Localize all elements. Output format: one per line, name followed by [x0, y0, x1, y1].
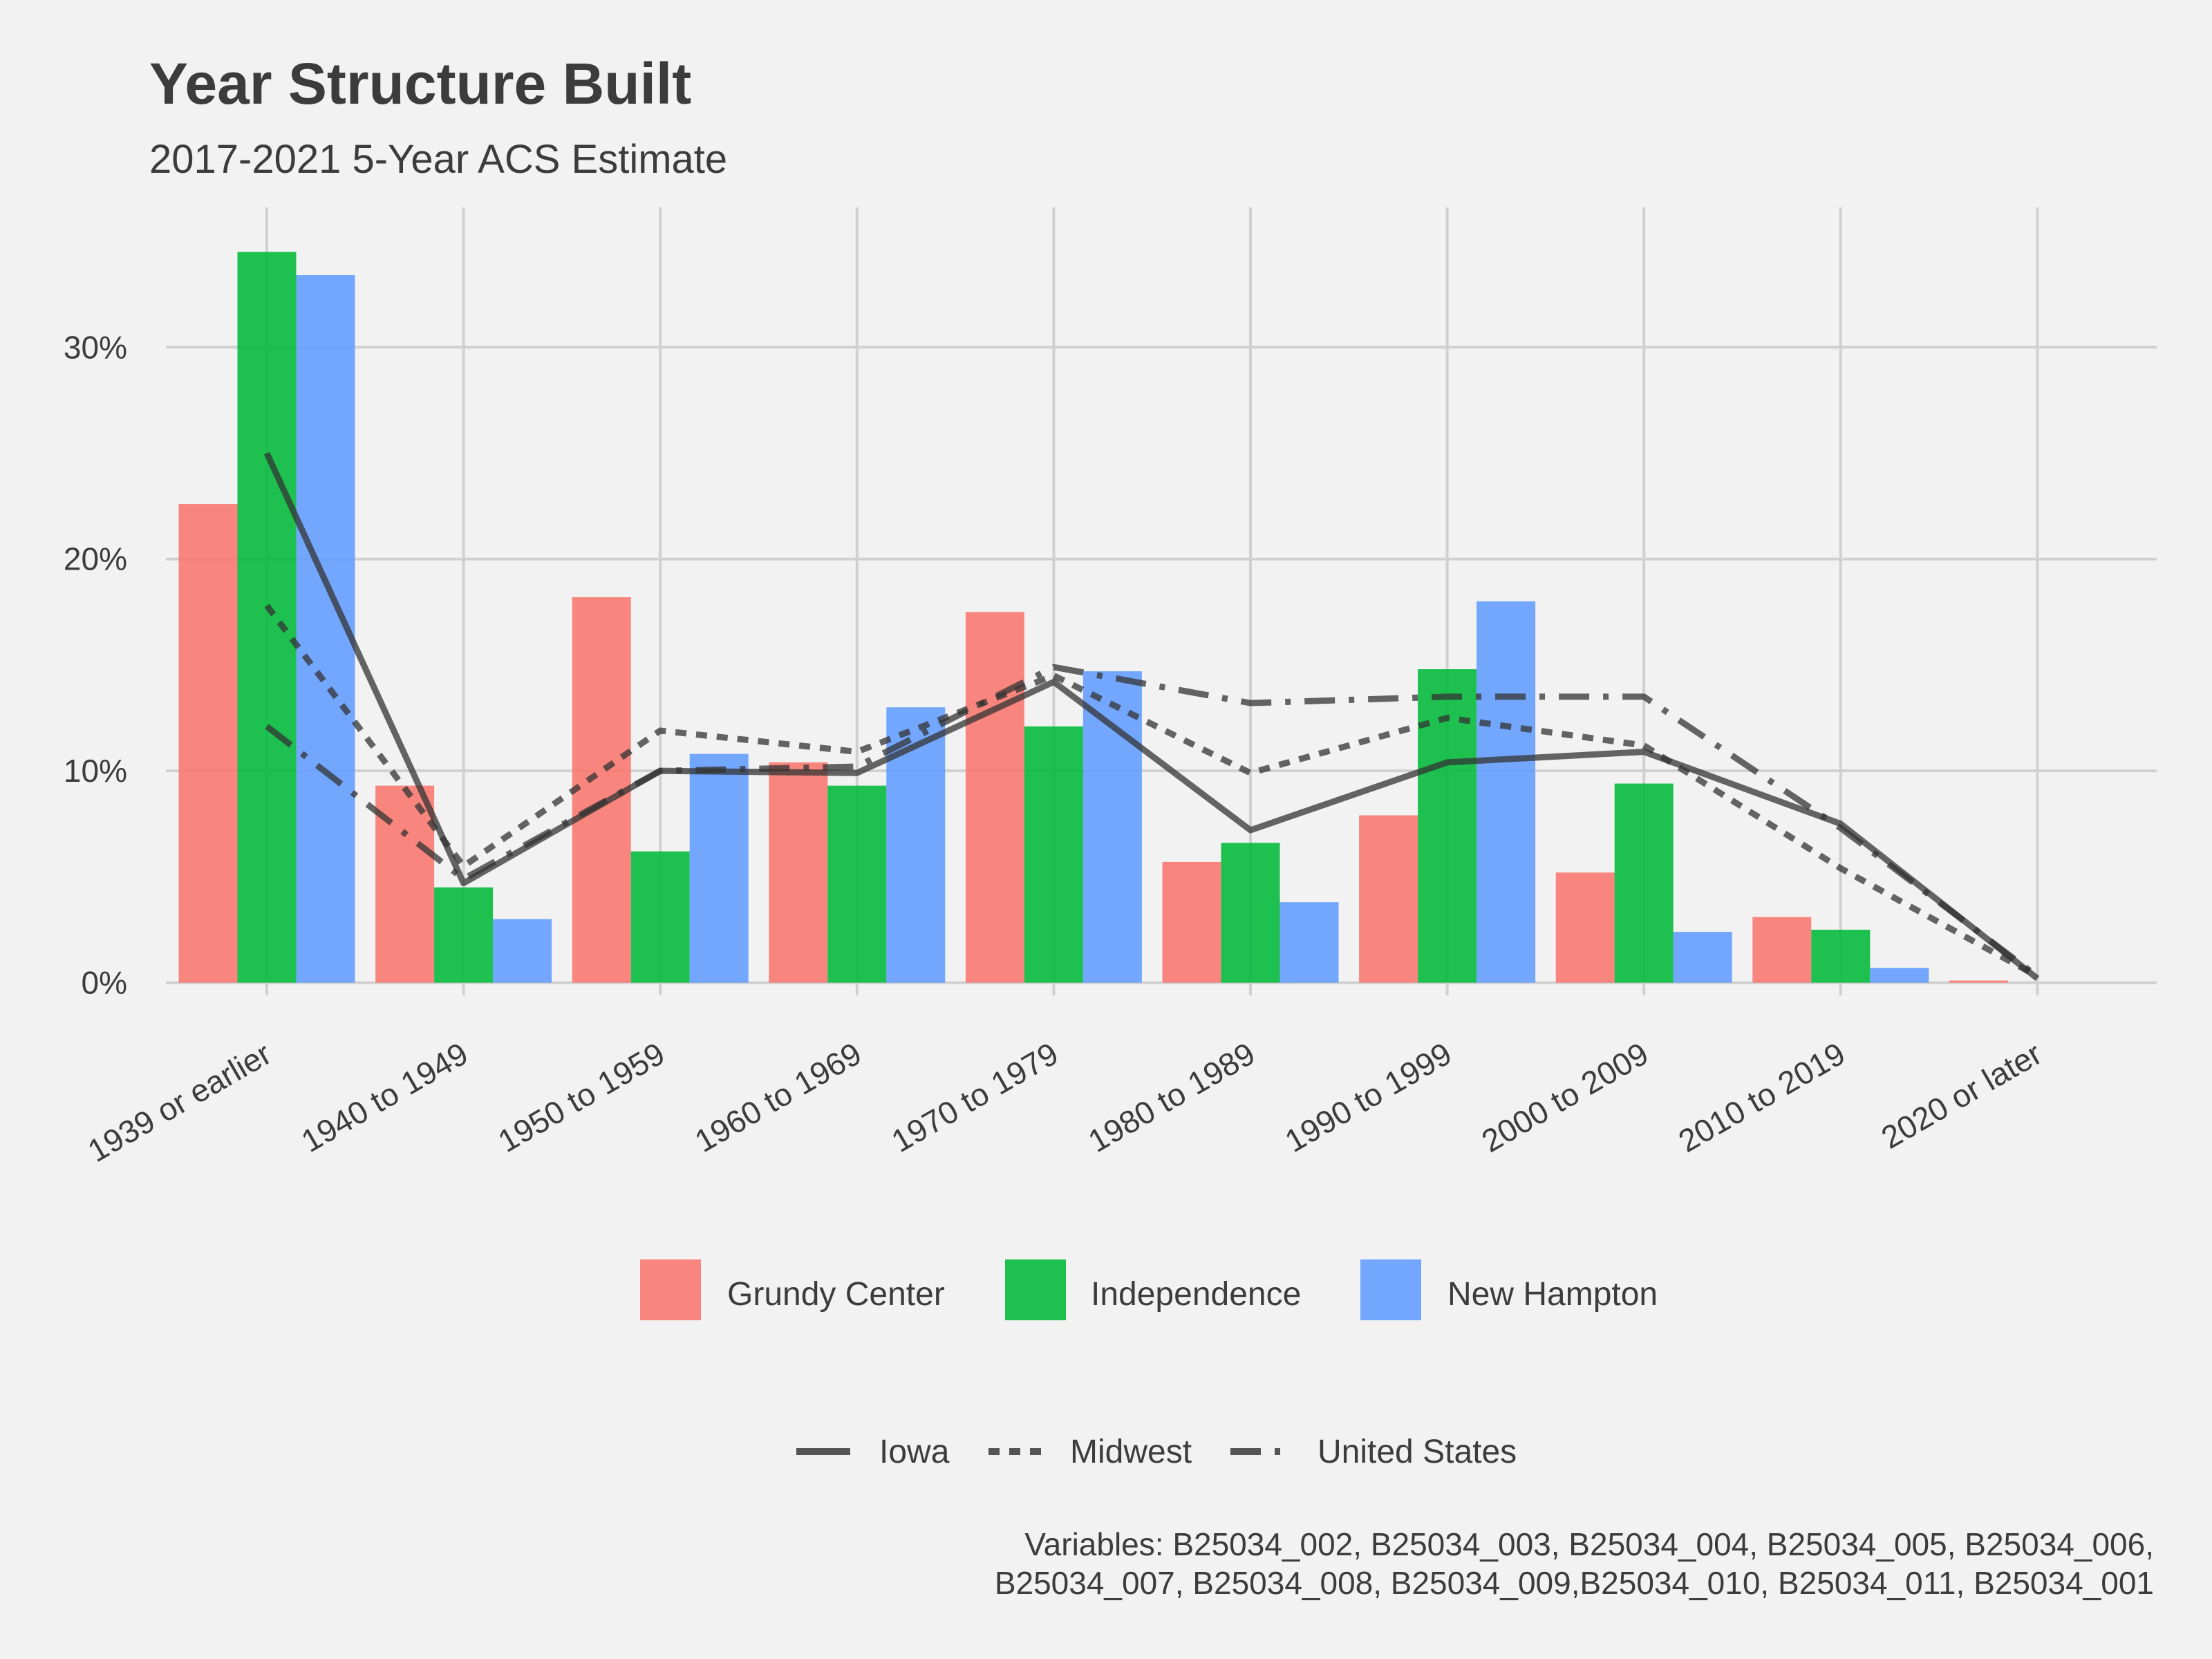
y-tick-label: 30%	[64, 329, 127, 365]
y-axis-ticks: 0% 10% 20% 30%	[64, 329, 127, 1000]
bar	[434, 887, 494, 983]
x-tick-label: 1970 to 1979	[885, 1035, 1065, 1159]
x-tick-label: 2010 to 2019	[1672, 1035, 1851, 1159]
x-tick-label: 1980 to 1989	[1082, 1035, 1261, 1159]
chart-title: Year Structure Built	[149, 51, 691, 116]
legend-label: Grundy Center	[727, 1276, 945, 1313]
x-tick-label: 2020 or later	[1875, 1035, 2048, 1156]
y-tick-label: 20%	[64, 541, 127, 577]
x-tick-label: 1939 or earlier	[82, 1035, 277, 1169]
chart-subtitle: 2017-2021 5-Year ACS Estimate	[149, 137, 727, 182]
bar	[1614, 783, 1674, 983]
reference-line	[264, 603, 2039, 980]
x-axis-ticks: 1939 or earlier 1940 to 1949 1950 to 1959 1…	[82, 1035, 2047, 1169]
bar	[1162, 861, 1221, 983]
x-tick-label: 1940 to 1949	[295, 1035, 474, 1159]
bar	[237, 252, 297, 983]
legend-key	[1005, 1259, 1066, 1320]
caption-line: B25034_007, B25034_008, B25034_009,B2503…	[995, 1565, 2154, 1601]
bar	[1221, 843, 1280, 983]
y-tick-label: 0%	[82, 965, 127, 1001]
bar	[1280, 902, 1339, 983]
reference-lines	[263, 451, 2040, 982]
bar	[1024, 726, 1083, 983]
legend-key	[1360, 1259, 1421, 1320]
legend-fill: Grundy Center Independence New Hampton	[640, 1259, 1658, 1320]
bar	[965, 612, 1024, 983]
legend-label: United States	[1318, 1434, 1517, 1470]
reference-line	[263, 451, 2040, 982]
x-tick-label: 1990 to 1999	[1279, 1035, 1458, 1159]
bar	[178, 504, 238, 983]
bar	[1752, 917, 1812, 983]
bar	[1811, 930, 1871, 983]
y-tick-label: 10%	[64, 753, 127, 789]
x-tick-label: 2000 to 2009	[1476, 1035, 1655, 1159]
caption: Variables: B25034_002, B25034_003, B2503…	[995, 1526, 2154, 1601]
bar	[1477, 601, 1536, 983]
bar	[689, 753, 749, 983]
bar	[1555, 872, 1615, 983]
bar	[1359, 815, 1418, 983]
bar	[630, 851, 690, 983]
legend-key	[640, 1259, 701, 1320]
bar	[493, 919, 552, 983]
bar	[1949, 980, 2008, 983]
legend-label: Independence	[1091, 1276, 1301, 1313]
bar	[1673, 932, 1732, 983]
reference-line	[265, 664, 2040, 980]
caption-line: Variables: B25034_002, B25034_003, B2503…	[1024, 1526, 2154, 1562]
bar	[1870, 968, 1929, 983]
legend-label: Iowa	[879, 1434, 950, 1470]
x-tick-label: 1950 to 1959	[492, 1035, 671, 1159]
grid	[166, 207, 2157, 995]
bar	[827, 785, 887, 983]
bar	[769, 762, 828, 983]
bars	[178, 252, 2008, 983]
legend-label: Midwest	[1070, 1434, 1192, 1470]
x-tick-label: 1960 to 1969	[688, 1035, 868, 1159]
legend-linetype: Iowa Midwest United States	[796, 1434, 1517, 1470]
legend-label: New Hampton	[1447, 1276, 1658, 1313]
